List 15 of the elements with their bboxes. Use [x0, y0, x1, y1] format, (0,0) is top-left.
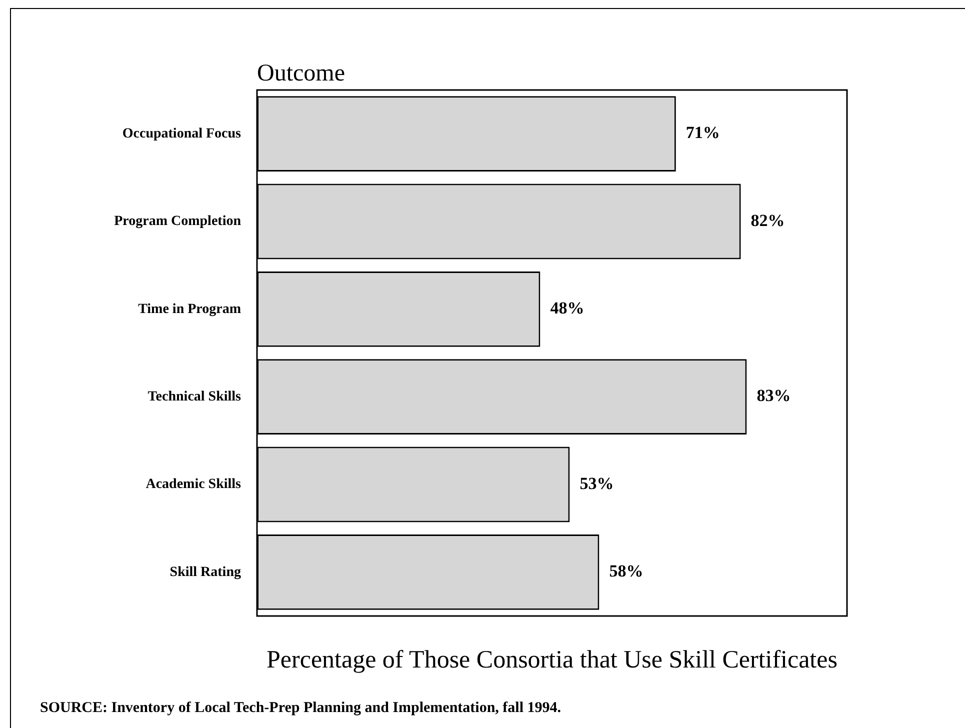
data-label: 48%	[550, 298, 584, 318]
y-tick-label: Skill Rating	[170, 564, 241, 580]
y-tick-label: Time in Program	[138, 302, 242, 317]
data-label: 82%	[750, 210, 785, 230]
y-tick-label: Occupational Focus	[122, 126, 242, 142]
y-tick-label: Technical Skills	[148, 389, 242, 404]
data-label: 71%	[686, 123, 720, 142]
x-axis-title: Percentage of Those Consortia that Use Skill Certificates	[266, 646, 838, 674]
y-axis-title: Outcome	[257, 60, 345, 86]
y-tick-label: Program Completion	[114, 214, 242, 230]
data-label: 83%	[756, 386, 791, 406]
data-label: 58%	[609, 562, 644, 581]
data-label: 53%	[580, 474, 614, 493]
y-tick-label: Academic Skills	[146, 477, 242, 492]
source-note: SOURCE: Inventory of Local Tech-Prep Planning and Implementation, fall 1994.	[40, 700, 562, 717]
